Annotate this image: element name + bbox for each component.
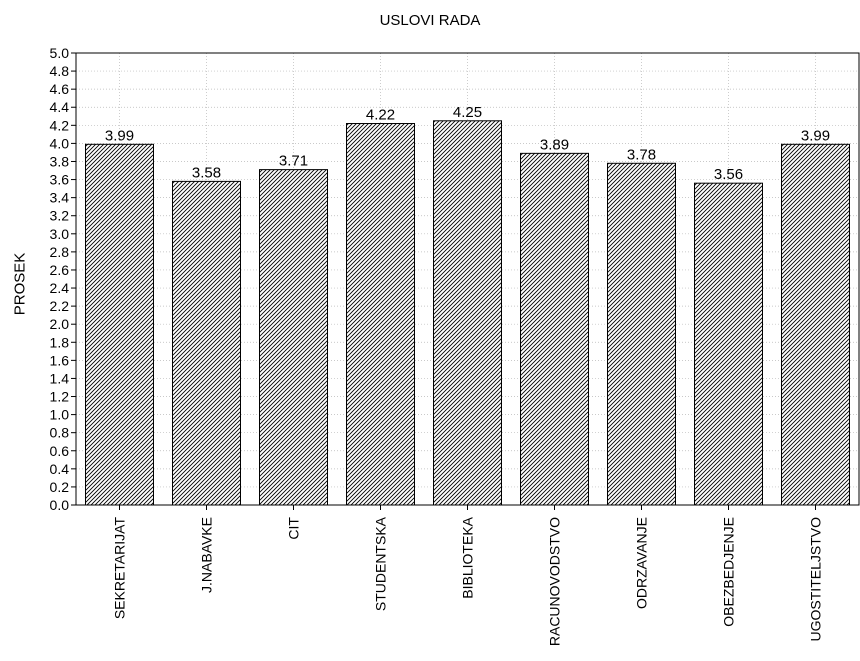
y-tick-label: 3.8 <box>50 153 70 169</box>
y-tick-label: 2.0 <box>50 316 70 332</box>
y-tick-label: 3.2 <box>50 208 70 224</box>
y-tick-label: 0.6 <box>50 443 70 459</box>
y-tick-label: 5.0 <box>50 45 70 61</box>
x-tick-label: OBEZBEDJENJE <box>721 517 737 627</box>
bar-value-label: 3.99 <box>105 127 134 144</box>
y-tick-label: 1.6 <box>50 352 70 368</box>
y-tick-label: 4.2 <box>50 117 70 133</box>
y-tick-label: 2.2 <box>50 298 70 314</box>
y-tick-label: 2.6 <box>50 262 70 278</box>
axes: 0.0 0.2 0.4 0.6 0.8 1.0 1.2 1.4 1.6 1.8 2.0 2.2 2.4 2… <box>50 45 860 646</box>
bar-value-label: 4.22 <box>366 107 395 124</box>
bars: 3.99 3.58 3.71 4.22 4.25 3.89 3.78 3.56 3.99 <box>85 104 850 506</box>
y-tick-label: 2.4 <box>50 280 70 296</box>
x-tick-label: UGOSTITELJSTVO <box>808 517 824 642</box>
x-tick-label: CIT <box>286 517 302 540</box>
bar-value-label: 3.78 <box>627 146 656 163</box>
bar <box>85 143 154 506</box>
bar <box>346 123 415 506</box>
y-tick-label: 3.0 <box>50 226 70 242</box>
x-tick-label: RACUNOVODSTVO <box>547 517 563 646</box>
y-tick-label: 1.8 <box>50 334 70 350</box>
bar <box>433 120 502 506</box>
y-tick-label: 0.0 <box>50 497 70 513</box>
bar-value-label: 4.25 <box>453 104 482 121</box>
y-tick-label: 0.4 <box>50 461 70 477</box>
x-tick-label: ODRZAVANJE <box>634 517 650 609</box>
y-tick-label: 0.8 <box>50 425 70 441</box>
y-tick-label: 1.2 <box>50 389 70 405</box>
y-tick-label: 4.4 <box>50 99 70 115</box>
y-tick-label: 3.4 <box>50 190 70 206</box>
x-tick-label: SEKRETARIJAT <box>112 517 128 620</box>
y-tick-label: 2.8 <box>50 244 70 260</box>
y-tick-label: 3.6 <box>50 172 70 188</box>
bar <box>607 162 676 506</box>
y-tick-label: 4.0 <box>50 135 70 151</box>
y-tick-label: 1.4 <box>50 370 70 386</box>
y-tick-label: 0.2 <box>50 479 70 495</box>
x-tick-label: STUDENTSKA <box>373 516 389 611</box>
bar <box>781 143 850 506</box>
bar-value-label: 3.58 <box>192 164 221 181</box>
bar <box>259 169 328 506</box>
y-tick-label: 4.6 <box>50 81 70 97</box>
bar <box>520 152 589 506</box>
bar-value-label: 3.99 <box>801 127 830 144</box>
y-tick-label: 1.0 <box>50 407 70 423</box>
y-tick-label: 4.8 <box>50 63 70 79</box>
x-tick-label: BIBLIOTEKA <box>460 516 476 598</box>
y-axis-label: PROSEK <box>11 252 29 316</box>
chart-title: USLOVI RADA <box>379 12 481 29</box>
bar-value-label: 3.56 <box>714 166 743 183</box>
bar-value-label: 3.71 <box>279 153 308 170</box>
bar-value-label: 3.89 <box>540 136 569 153</box>
x-tick-label: J.NABAVKE <box>199 517 215 593</box>
bar <box>172 180 241 506</box>
bar <box>694 182 763 506</box>
